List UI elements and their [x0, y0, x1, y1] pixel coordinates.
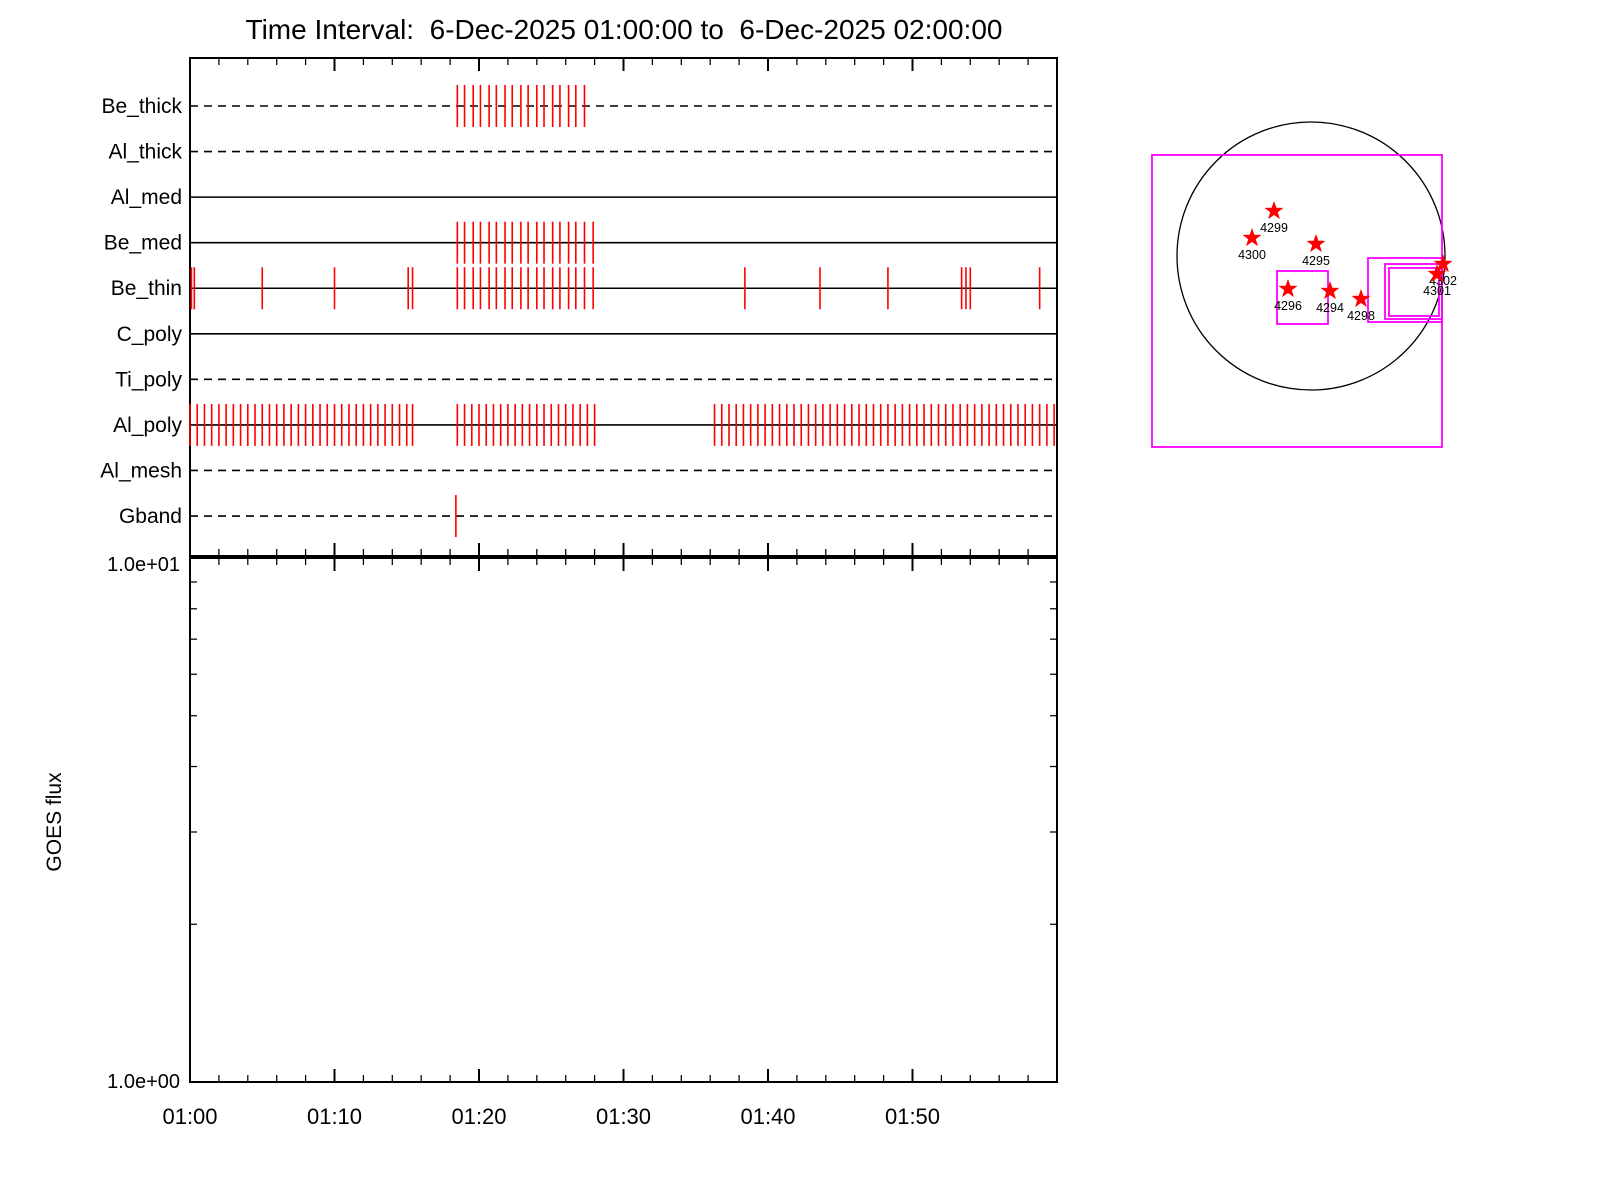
channel-row-Be_thick: Be_thick [101, 85, 1057, 127]
x-tick-label: 01:50 [885, 1104, 940, 1129]
target-star-icon [1306, 234, 1326, 253]
x-tick-label: 01:40 [740, 1104, 795, 1129]
target-label: 4294 [1316, 301, 1344, 315]
target-star-icon [1320, 281, 1340, 300]
goes-frame [189, 557, 1058, 1083]
channel-row-Al_poly: Al_poly [113, 403, 1057, 446]
target-4295: 4295 [1302, 234, 1330, 268]
channel-row-Be_med: Be_med [104, 221, 1057, 264]
channel-label: Ti_poly [115, 368, 182, 391]
channel-row-Ti_poly: Ti_poly [115, 368, 1057, 391]
y-tick-label-bottom: 1.0e+00 [107, 1071, 180, 1093]
page-title: Time Interval: 6-Dec-2025 01:00:00 to 6-… [245, 14, 1003, 45]
channel-label: Be_thick [101, 95, 182, 118]
target-star-icon [1427, 264, 1447, 283]
target-label: 4295 [1302, 254, 1330, 268]
target-4294: 4294 [1316, 281, 1344, 315]
x-tick-label: 01:10 [307, 1104, 362, 1129]
channel-label: Al_mesh [100, 459, 182, 482]
channel-label: Al_poly [113, 414, 182, 437]
target-star-icon [1351, 289, 1371, 308]
target-4299: 4299 [1260, 201, 1288, 235]
fov-rect [1384, 263, 1443, 320]
channel-label: Be_thin [111, 277, 182, 300]
fov-rect [1388, 267, 1440, 317]
channel-row-C_poly: C_poly [117, 323, 1057, 346]
channel-row-Al_med: Al_med [111, 186, 1057, 209]
goes-flux-panel: 1.0e+01 1.0e+00 01:00 01:10 01:20 01:30 01:40 0… [107, 554, 1058, 1129]
target-4296: 4296 [1274, 279, 1302, 313]
target-label: 4296 [1274, 299, 1302, 313]
channel-row-Gband: Gband [119, 495, 1057, 538]
y-tick-label-top: 1.0e+01 [107, 554, 180, 576]
channel-label: Al_thick [108, 141, 182, 164]
target-star-icon [1242, 228, 1262, 247]
channel-label: C_poly [117, 323, 183, 346]
target-label: 4300 [1238, 248, 1266, 262]
target-star-icon [1264, 201, 1284, 220]
target-star-icon [1278, 279, 1298, 298]
target-4300: 4300 [1238, 228, 1266, 262]
channel-row-Al_thick: Al_thick [108, 141, 1057, 164]
x-tick-label: 01:20 [451, 1104, 506, 1129]
x-tick-label: 01:30 [596, 1104, 651, 1129]
target-label: 4299 [1260, 221, 1288, 235]
channel-row-Be_thin: Be_thin [111, 267, 1057, 310]
target-label: 4298 [1347, 309, 1375, 323]
target-star-icon [1433, 254, 1453, 273]
channel-label: Al_med [111, 186, 182, 209]
channel-label: Be_med [104, 232, 182, 255]
channel-label: Gband [119, 505, 182, 528]
x-tick-label: 01:00 [162, 1104, 217, 1129]
solar-limb-circle [1176, 121, 1446, 391]
fov-rect [1276, 270, 1329, 325]
target-4301: 4301 [1423, 264, 1451, 298]
channel-row-Al_mesh: Al_mesh [100, 459, 1057, 482]
target-4298: 4298 [1347, 289, 1375, 323]
target-label: 4301 [1423, 284, 1451, 298]
timeline-frame [189, 57, 1058, 557]
filter-timeline-panel: Be_thick Al_thick Al_med Be_med Be_thin C_pol… [100, 57, 1058, 1082]
